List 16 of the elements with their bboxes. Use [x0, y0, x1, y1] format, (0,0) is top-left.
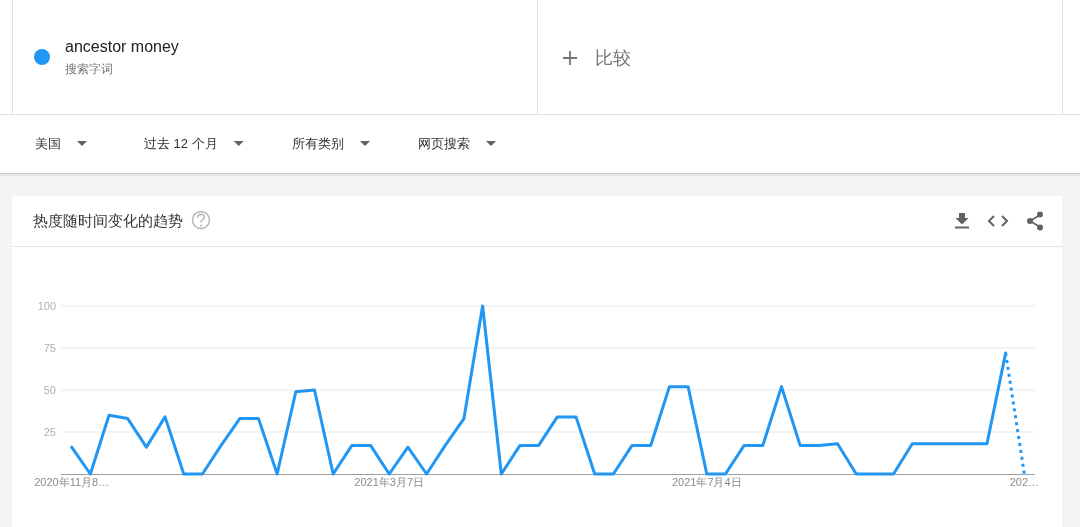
- x-tick-label: 2021年7月4日: [671, 476, 742, 488]
- x-tick-label: 202…: [1009, 476, 1040, 488]
- x-tick-label: 2020年11月8…: [34, 476, 110, 488]
- x-tick-label: 2021年3月7日: [354, 476, 425, 488]
- chart-title: 热度随时间变化的趋势: [33, 212, 183, 229]
- y-tick-label: 100: [37, 300, 56, 312]
- y-tick-label: 50: [43, 384, 56, 396]
- text: 所有类别: [292, 136, 344, 151]
- y-tick-label: 25: [43, 426, 56, 438]
- text: 网页搜索: [418, 136, 470, 151]
- text: 美国: [35, 136, 61, 151]
- text: 比较: [595, 48, 631, 68]
- y-tick-label: 75: [43, 342, 56, 354]
- text: 搜索字词: [65, 62, 113, 76]
- legend-label: ancestor money: [65, 38, 179, 55]
- text: 过去 12 个月: [144, 136, 218, 151]
